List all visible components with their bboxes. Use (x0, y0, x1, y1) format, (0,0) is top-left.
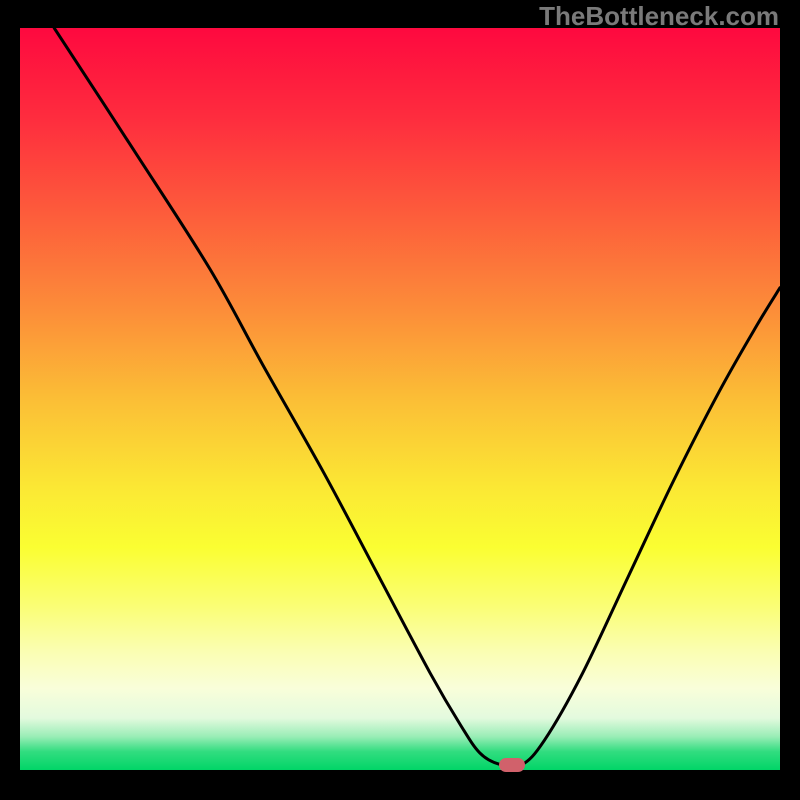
chart-container: TheBottleneck.com (0, 0, 800, 800)
plot-area (20, 28, 780, 770)
optimal-point-marker (499, 758, 525, 772)
watermark-text: TheBottleneck.com (539, 1, 779, 32)
bottleneck-curve (20, 28, 780, 770)
